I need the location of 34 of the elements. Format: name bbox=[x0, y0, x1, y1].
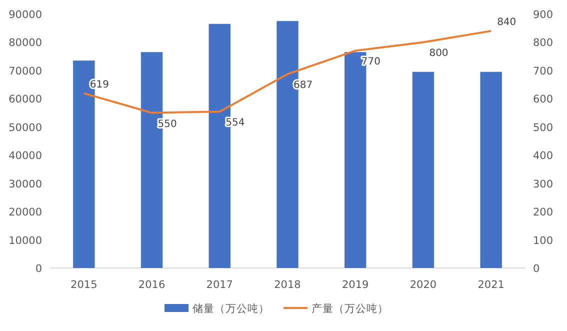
y-tick-label: 50000 bbox=[8, 122, 42, 134]
data-label: 840 bbox=[497, 16, 516, 28]
y2-tick-label: 900 bbox=[533, 9, 554, 21]
y2-tick-label: 400 bbox=[533, 150, 554, 162]
x-tick-label: 2021 bbox=[478, 279, 504, 291]
y2-tick-label: 600 bbox=[533, 94, 554, 106]
y2-tick-label: 0 bbox=[533, 263, 540, 275]
y2-tick-label: 200 bbox=[533, 206, 554, 219]
bar bbox=[412, 72, 434, 268]
y2-tick-label: 300 bbox=[533, 178, 554, 190]
x-tick-label: 2018 bbox=[274, 279, 301, 291]
y-tick-label: 70000 bbox=[8, 65, 42, 78]
legend-label: 储量（万公吨） bbox=[192, 302, 270, 315]
x-tick-label: 2016 bbox=[138, 279, 166, 291]
y-tick-label: 80000 bbox=[8, 37, 42, 50]
y-tick-label: 10000 bbox=[8, 234, 42, 247]
y2-tick-label: 700 bbox=[533, 65, 554, 78]
y-tick-label: 30000 bbox=[8, 178, 42, 190]
legend-label: 产量（万公吨） bbox=[312, 302, 388, 315]
y-tick-label: 20000 bbox=[8, 206, 42, 219]
y2-tick-label: 100 bbox=[533, 234, 554, 247]
y2-tick-label: 500 bbox=[533, 122, 554, 134]
x-tick-label: 2015 bbox=[70, 279, 98, 291]
y-tick-label: 90000 bbox=[8, 9, 42, 21]
x-tick-label: 2017 bbox=[206, 279, 234, 291]
data-label: 800 bbox=[429, 48, 448, 60]
y-tick-label: 0 bbox=[35, 263, 42, 275]
y-tick-label: 60000 bbox=[8, 94, 42, 106]
line-series bbox=[82, 30, 492, 114]
y2-tick-label: 800 bbox=[533, 37, 554, 50]
y-tick-label: 40000 bbox=[8, 150, 42, 162]
x-tick-label: 2019 bbox=[342, 279, 369, 291]
x-tick-label: 2020 bbox=[410, 279, 437, 291]
bar bbox=[480, 72, 502, 268]
